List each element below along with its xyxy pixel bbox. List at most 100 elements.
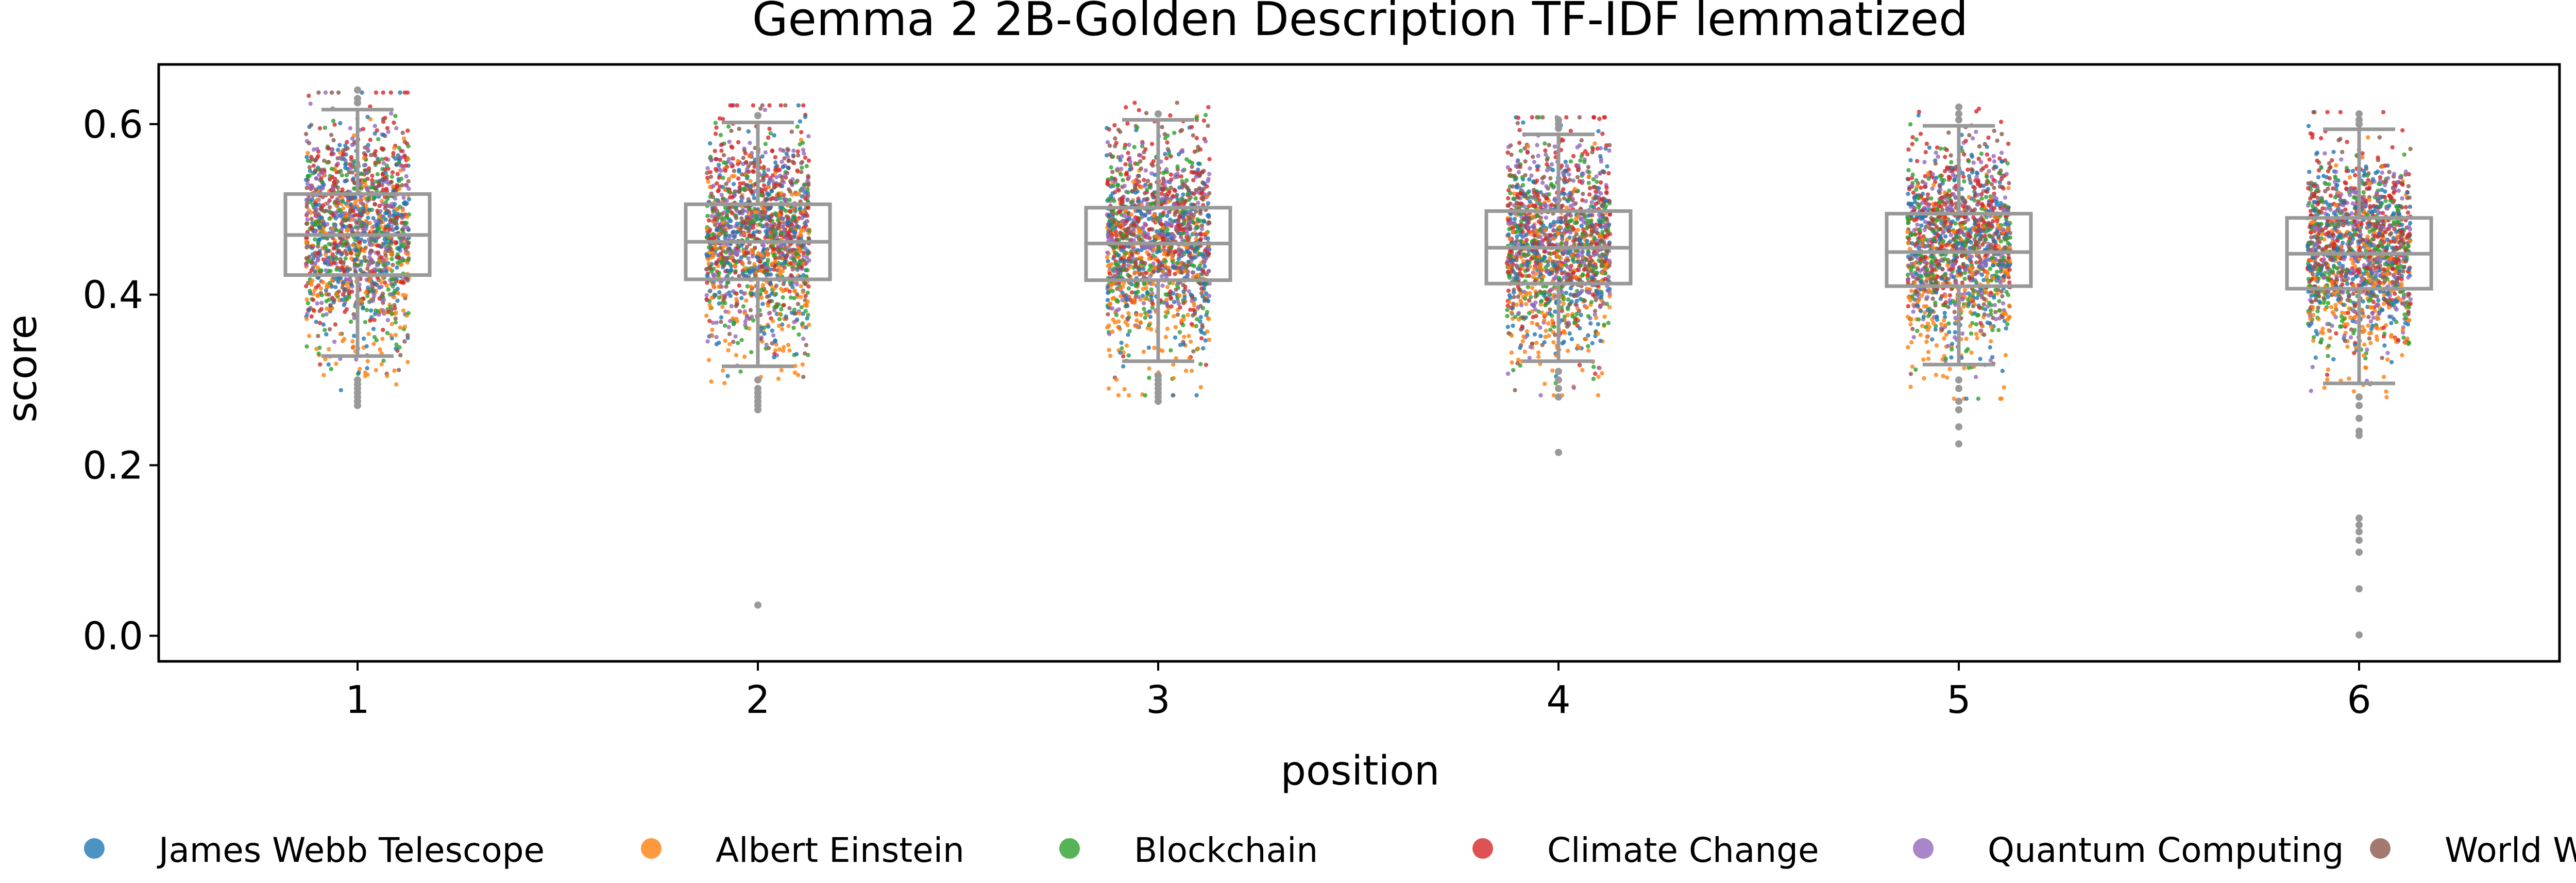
strip-point	[331, 252, 335, 256]
strip-point	[718, 246, 722, 250]
strip-point	[394, 279, 398, 283]
strip-point	[1202, 192, 1207, 196]
strip-point	[1110, 170, 1114, 174]
strip-point	[1120, 314, 1124, 319]
strip-point	[736, 341, 740, 345]
strip-point	[731, 156, 735, 160]
strip-point	[727, 234, 731, 238]
strip-point	[1201, 197, 1205, 202]
strip-point	[1112, 199, 1116, 203]
strip-point	[320, 293, 324, 297]
strip-point	[759, 288, 764, 292]
strip-point	[717, 232, 721, 236]
strip-point	[363, 239, 367, 243]
strip-point	[1185, 192, 1190, 196]
strip-point	[386, 318, 390, 322]
strip-point	[790, 285, 794, 289]
strip-point	[782, 229, 786, 233]
strip-point	[797, 264, 801, 269]
strip-point	[1122, 262, 1126, 266]
strip-point	[799, 244, 803, 248]
strip-point	[1207, 252, 1211, 256]
strip-point	[394, 316, 398, 321]
strip-point	[780, 327, 784, 331]
strip-point	[341, 286, 345, 290]
strip-point	[390, 311, 394, 315]
strip-point	[1150, 142, 1154, 146]
strip-point	[351, 209, 355, 213]
strip-point	[376, 251, 380, 255]
strip-point	[361, 306, 365, 310]
strip-point	[1181, 192, 1185, 196]
strip-point	[1145, 290, 1149, 294]
strip-point	[1160, 125, 1164, 129]
strip-point	[1192, 301, 1196, 305]
strip-point	[394, 320, 398, 324]
strip-point	[406, 157, 410, 161]
strip-point	[751, 292, 755, 296]
strip-point	[1124, 172, 1128, 176]
strip-point	[1147, 257, 1151, 261]
strip-point	[1132, 298, 1136, 302]
strip-point	[382, 297, 386, 302]
strip-point	[348, 166, 352, 170]
strip-point	[1106, 179, 1110, 184]
strip-point	[749, 188, 753, 192]
strip-point	[1150, 301, 1155, 305]
strip-point	[770, 291, 774, 295]
strip-point	[764, 142, 768, 146]
strip-point	[334, 211, 338, 215]
strip-point	[764, 346, 768, 351]
strip-point	[1137, 108, 1141, 112]
strip-point	[762, 171, 767, 175]
strip-point	[373, 281, 377, 286]
strip-point	[764, 249, 768, 254]
strip-point	[1182, 262, 1186, 266]
strip-point	[1597, 116, 1601, 121]
strip-point	[1112, 220, 1116, 224]
strip-point	[380, 337, 384, 341]
strip-point	[1150, 227, 1155, 231]
strip-point	[789, 273, 793, 277]
strip-point	[727, 157, 731, 161]
strip-point	[1130, 252, 1134, 256]
strip-point	[1171, 259, 1175, 263]
strip-point	[1143, 213, 1147, 218]
strip-point	[1167, 189, 1172, 193]
strip-point	[333, 285, 337, 289]
strip-point	[767, 127, 771, 131]
strip-point	[316, 352, 320, 356]
strip-point	[1200, 252, 1204, 256]
strip-point	[793, 371, 797, 375]
strip-point	[795, 318, 799, 322]
strip-point	[708, 155, 713, 159]
strip-point	[705, 166, 709, 170]
strip-point	[721, 185, 725, 189]
strip-point	[1128, 168, 1132, 172]
strip-point	[390, 175, 394, 179]
strip-point	[375, 338, 379, 342]
strip-point	[1126, 190, 1130, 194]
strip-point	[1146, 179, 1150, 183]
strip-point	[325, 312, 329, 316]
strip-point	[726, 189, 731, 193]
strip-point	[757, 230, 761, 234]
strip-point	[799, 295, 803, 299]
strip-point	[1139, 166, 1143, 171]
strip-point	[719, 148, 723, 153]
strip-point	[1166, 199, 1171, 204]
strip-point	[1202, 264, 1207, 268]
strip-point	[1126, 197, 1130, 202]
strip-point	[1141, 260, 1145, 264]
strip-point	[1201, 306, 1205, 310]
strip-point	[732, 169, 736, 173]
strip-point	[775, 168, 779, 172]
strip-point	[738, 309, 742, 313]
strip-point	[1164, 259, 1168, 263]
strip-point	[1144, 111, 1148, 115]
strip-point	[1139, 230, 1143, 234]
strip-point	[732, 264, 736, 268]
strip-point	[354, 357, 358, 361]
strip-point	[349, 251, 353, 255]
strip-point	[1126, 311, 1130, 315]
